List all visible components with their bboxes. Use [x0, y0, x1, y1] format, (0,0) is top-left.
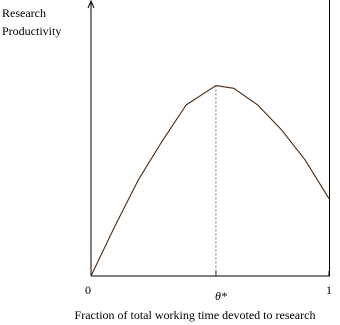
- curve: [90, 85, 330, 277]
- y-label: Research: [2, 6, 46, 20]
- y-axis-arrow: [87, 0, 95, 9]
- y-label: Productivity: [2, 24, 61, 38]
- x-tick-label: θ*: [215, 289, 227, 303]
- x-tick-label: 1: [326, 283, 332, 297]
- x-tick-label: 0: [85, 283, 91, 297]
- x-label: Fraction of total working time devoted t…: [75, 308, 316, 322]
